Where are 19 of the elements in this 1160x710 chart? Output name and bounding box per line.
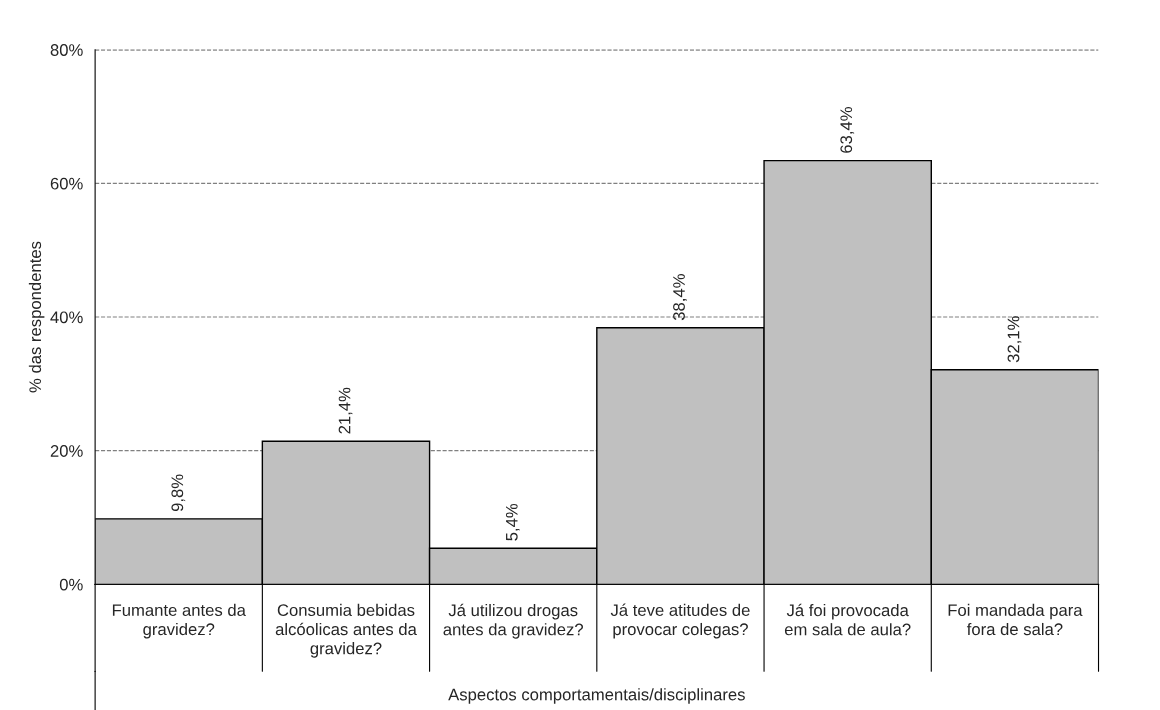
y-tick-label: 80% [50,44,83,56]
data-label: 21,4% [338,387,353,434]
y-tick-label: 0% [59,578,83,591]
x-axis-title: Aspectos comportamentais/disciplinares [448,688,745,704]
x-tick-label: Já foi provocada em sala de aula? [784,603,911,636]
y-tick-label: 40% [50,311,83,324]
x-tick-label: Já utilizou drogas antes da gravidez? [443,603,584,639]
x-tick-label: Fumante antes da gravidez? [112,603,246,639]
data-label: 5,4% [505,503,520,541]
y-axis-title: % das respondentes [28,241,45,393]
x-tick-label: Consumia bebidas alcóolicas antes da gravidez? [275,603,417,658]
data-label: 38,4% [673,274,687,321]
y-tick-label: 20% [50,445,83,457]
data-label: 32,1% [1007,316,1022,363]
data-label: 63,4% [840,107,855,153]
x-tick-label: Já teve atitudes de provocar colegas? [610,603,750,639]
y-tick-label: 60% [50,177,83,190]
x-tick-label: Foi mandada para fora de sala? [948,603,1083,636]
data-label: 9,8% [171,474,186,512]
